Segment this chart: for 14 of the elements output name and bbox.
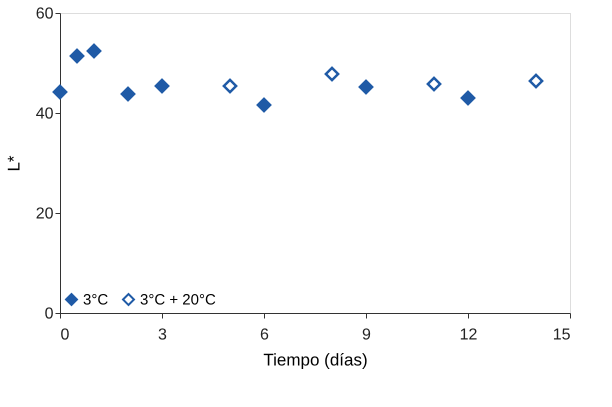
x-tick-label: 12 — [460, 326, 478, 344]
x-axis-title: Tiempo (días) — [263, 350, 368, 370]
y-tick-label: 0 — [44, 306, 54, 322]
x-tick-label: 9 — [362, 326, 372, 344]
y-tick-label: 60 — [36, 6, 54, 22]
y-tick-label: 40 — [36, 106, 54, 122]
y-axis-title: L* — [4, 155, 24, 172]
x-tick-label: 0 — [60, 326, 70, 344]
x-tick-label: 3 — [158, 326, 168, 344]
x-tick-label: 6 — [260, 326, 270, 344]
legend-label: 3°C — [83, 292, 108, 309]
x-tick-label: 15 — [552, 326, 571, 344]
legend-label: 3°C + 20°C — [140, 292, 216, 309]
y-tick-label: 20 — [36, 206, 54, 222]
